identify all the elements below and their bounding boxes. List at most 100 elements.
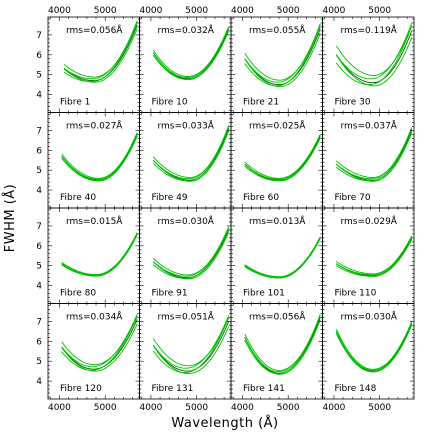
fit-curve-1 xyxy=(61,319,138,370)
panel-7: rms=0.025Å Fibre 60 xyxy=(230,112,323,209)
fibre-label: Fibre 80 xyxy=(60,289,96,299)
fit-curve-3 xyxy=(335,239,413,277)
panel-curves xyxy=(244,23,321,88)
x-tick-label: 4000 xyxy=(322,6,345,16)
fit-curve-5 xyxy=(244,25,321,87)
fibre-label: Fibre 60 xyxy=(243,193,279,203)
panel-15: 4000 5000 rms=0.056Å Fibre 141 xyxy=(230,303,323,413)
panel-5: 4 5 6 7 rms=0.027Å Fibre 40 xyxy=(36,112,140,209)
x-tick-label: 4000 xyxy=(48,403,71,413)
fit-curve-1 xyxy=(61,134,138,181)
rms-label: rms=0.030Å xyxy=(341,311,398,323)
rms-label: rms=0.032Å xyxy=(158,24,215,36)
rms-label: rms=0.119Å xyxy=(341,24,398,36)
x-tick-label: 5000 xyxy=(94,403,117,413)
x-tick-label: 5000 xyxy=(185,6,208,16)
rms-label: rms=0.033Å xyxy=(158,120,215,132)
y-tick-label: 7 xyxy=(36,317,42,327)
panel-6: rms=0.033Å Fibre 49 xyxy=(139,112,232,209)
y-tick-label: 7 xyxy=(36,126,42,136)
fit-curve-4 xyxy=(152,317,230,367)
rms-label: rms=0.037Å xyxy=(341,120,398,132)
fibre-label: Fibre 40 xyxy=(60,193,96,203)
panel-curves xyxy=(61,313,138,372)
panel-curves xyxy=(63,20,138,83)
x-tick-label: 4000 xyxy=(322,403,345,413)
y-axis-title: FWHM (Å) xyxy=(2,184,18,253)
panel-8: rms=0.037Å Fibre 70 xyxy=(322,112,415,209)
fit-curve-3 xyxy=(244,238,321,279)
fibre-label: Fibre 91 xyxy=(152,289,188,299)
fit-curve-3 xyxy=(335,37,413,87)
fit-curve-4 xyxy=(335,25,413,76)
fit-curve-5 xyxy=(61,315,138,371)
panel-10: rms=0.030Å Fibre 91 xyxy=(139,207,232,304)
panel-9: 4 5 6 7 rms=0.015Å Fibre 80 xyxy=(36,207,140,304)
rms-label: rms=0.015Å xyxy=(66,215,123,227)
fibre-label: Fibre 131 xyxy=(152,384,194,394)
rms-label: rms=0.055Å xyxy=(249,24,306,36)
fibre-label: Fibre 10 xyxy=(152,98,188,108)
x-tick-label: 5000 xyxy=(368,403,391,413)
fit-curve-5 xyxy=(61,132,138,182)
fit-curve-5 xyxy=(335,128,413,182)
fibre-label: Fibre 21 xyxy=(243,98,279,108)
panel-curves xyxy=(61,132,138,182)
fibre-label: Fibre 30 xyxy=(335,98,371,108)
panel-curves xyxy=(335,22,413,87)
x-tick-label: 5000 xyxy=(185,403,208,413)
y-tick-label: 7 xyxy=(36,31,42,41)
y-tick-label: 6 xyxy=(36,242,42,252)
panel-curves xyxy=(152,315,230,375)
rms-label: rms=0.025Å xyxy=(249,120,306,132)
x-tick-label: 4000 xyxy=(139,403,162,413)
fit-curve-5 xyxy=(335,236,413,277)
fit-curve-1 xyxy=(244,28,321,86)
y-tick-label: 4 xyxy=(36,91,42,101)
fibre-label: Fibre 101 xyxy=(243,289,285,299)
panel-curves xyxy=(152,125,230,182)
fit-curve-4 xyxy=(61,316,138,366)
x-axis-title: Wavelength (Å) xyxy=(171,415,278,431)
x-tick-label: 4000 xyxy=(231,403,254,413)
y-tick-label: 6 xyxy=(36,337,42,347)
panel-1: 4 5 6 7 4000 5000 rms=0.056Å Fibre 1 xyxy=(36,6,140,113)
panel-13: 4 5 6 7 4000 5000 rms=0.034Å Fibre 120 xyxy=(36,303,140,413)
fit-curve-3 xyxy=(152,130,230,182)
panel-4: 4000 5000 rms=0.119Å Fibre 30 xyxy=(322,6,415,113)
panel-curves xyxy=(335,321,413,373)
x-tick-label: 4000 xyxy=(231,6,254,16)
y-tick-label: 7 xyxy=(36,222,42,232)
panel-12: rms=0.029Å Fibre 110 xyxy=(322,207,415,304)
fibre-label: Fibre 110 xyxy=(335,289,377,299)
x-tick-label: 4000 xyxy=(48,6,71,16)
fit-curve-3 xyxy=(244,137,321,182)
rms-label: rms=0.056Å xyxy=(249,311,306,323)
fit-curve-5 xyxy=(244,236,321,279)
fit-curve-5 xyxy=(63,21,138,83)
fibre-label: Fibre 1 xyxy=(60,98,90,108)
fit-curve-1 xyxy=(152,321,230,372)
y-tick-label: 4 xyxy=(36,186,42,196)
fit-curve-5 xyxy=(152,227,230,279)
fit-curve-3 xyxy=(152,232,230,280)
fit-curve-4 xyxy=(244,25,321,81)
fit-curve-5 xyxy=(335,25,413,86)
x-tick-label: 5000 xyxy=(94,6,117,16)
y-tick-label: 6 xyxy=(36,146,42,156)
fit-curve-2 xyxy=(335,22,413,80)
panel-16: 4000 5000 rms=0.030Å Fibre 148 xyxy=(322,303,415,413)
rms-label: rms=0.051Å xyxy=(158,311,215,323)
fit-curve-3 xyxy=(244,33,321,88)
fit-curve-2 xyxy=(61,313,138,368)
fit-curve-1 xyxy=(335,30,413,84)
fibre-label: Fibre 70 xyxy=(335,193,371,203)
fit-curve-3 xyxy=(61,323,138,372)
fit-curve-3 xyxy=(152,30,230,81)
panel-frame xyxy=(322,303,415,400)
fit-curve-4 xyxy=(152,126,230,178)
fit-curve-5 xyxy=(152,317,230,373)
fit-curve-3 xyxy=(335,132,413,182)
fit-curve-3 xyxy=(335,324,413,373)
panel-3: 4000 5000 rms=0.055Å Fibre 21 xyxy=(230,6,323,113)
